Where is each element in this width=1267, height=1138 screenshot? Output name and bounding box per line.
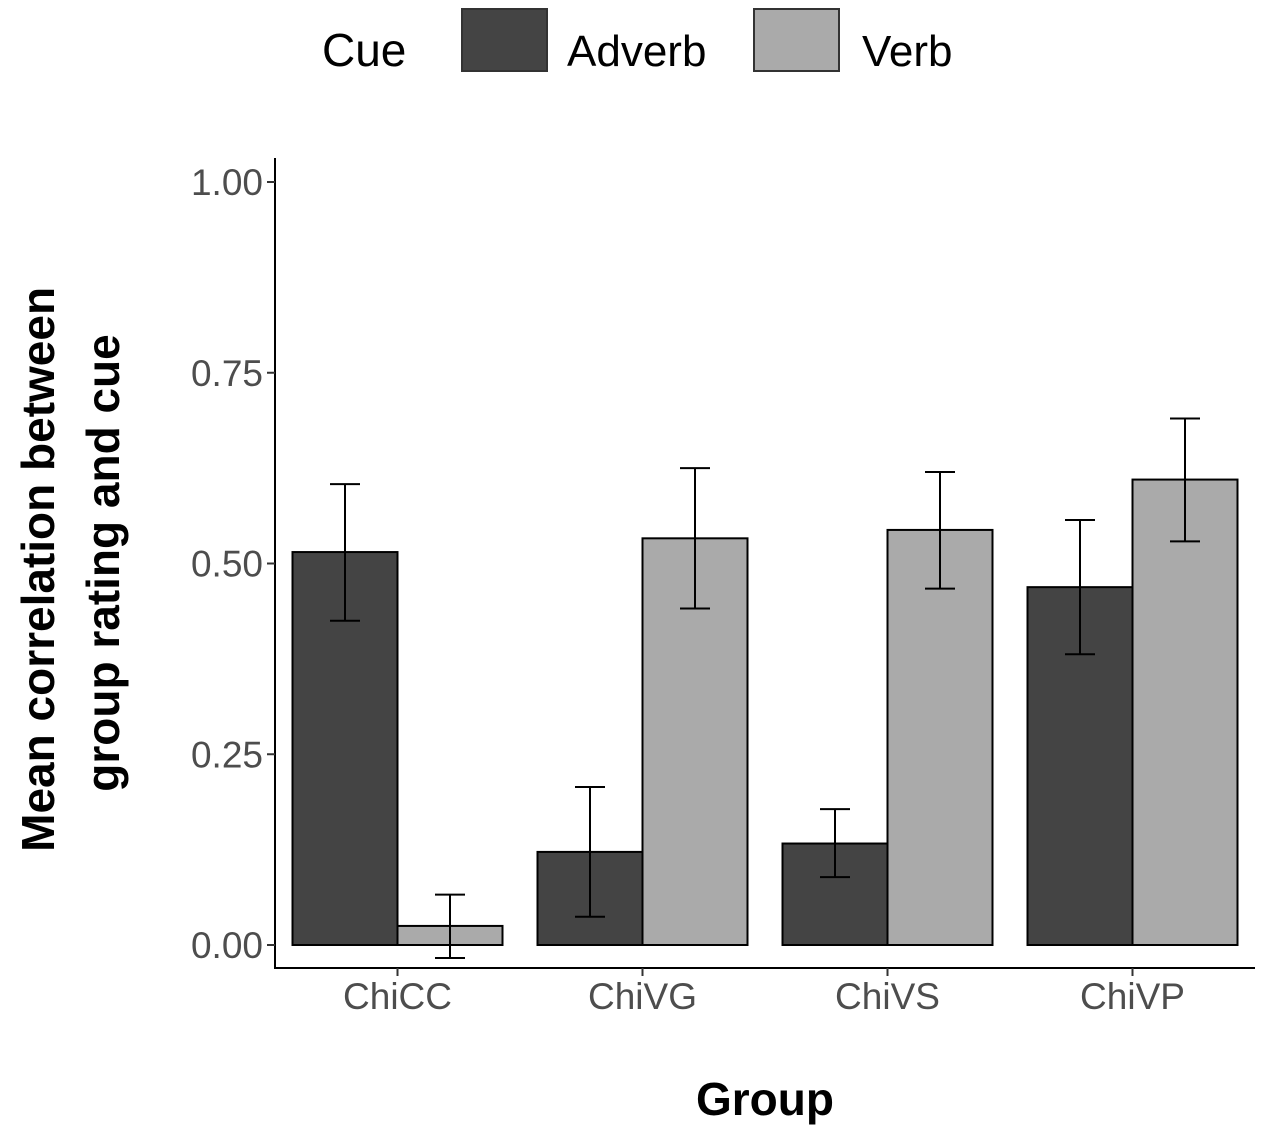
x-axis-title: Group xyxy=(696,1073,834,1125)
legend-swatch-verb xyxy=(753,8,840,72)
error-bars xyxy=(330,417,1200,959)
y-tick-label: 1.00 xyxy=(191,162,263,203)
bars xyxy=(291,478,1239,946)
legend-label-adverb: Adverb xyxy=(567,27,706,76)
y-axis-title: Mean correlation between group rating an… xyxy=(12,274,129,852)
x-tick-label-chicc: ChiCC xyxy=(343,976,452,1017)
legend-label-verb: Verb xyxy=(862,27,953,76)
bar-verb-chivs xyxy=(886,528,994,946)
legend-swatch-adverb xyxy=(461,8,548,72)
bar-verb-chivp xyxy=(1131,478,1239,946)
x-tick-label-chivs: ChiVS xyxy=(835,976,940,1017)
y-tick-label: 0.00 xyxy=(191,925,263,966)
y-tick-label: 0.25 xyxy=(191,734,263,775)
legend-title: Cue xyxy=(322,24,406,76)
x-axis-ticks: ChiCC ChiVG ChiVS ChiVP xyxy=(343,968,1185,1017)
y-axis-title-line-2: group rating and cue xyxy=(77,334,129,791)
y-axis-title-line-1: Mean correlation between xyxy=(12,287,64,852)
y-axis-ticks: 0.00 0.25 0.50 0.75 1.00 xyxy=(191,162,275,966)
x-tick-label-chivg: ChiVG xyxy=(588,976,697,1017)
y-tick-label: 0.75 xyxy=(191,353,263,394)
legend: Cue Adverb Verb xyxy=(322,8,953,76)
bar-verb-chivg xyxy=(641,537,749,946)
x-tick-label-chivp: ChiVP xyxy=(1080,976,1185,1017)
y-tick-label: 0.50 xyxy=(191,544,263,585)
